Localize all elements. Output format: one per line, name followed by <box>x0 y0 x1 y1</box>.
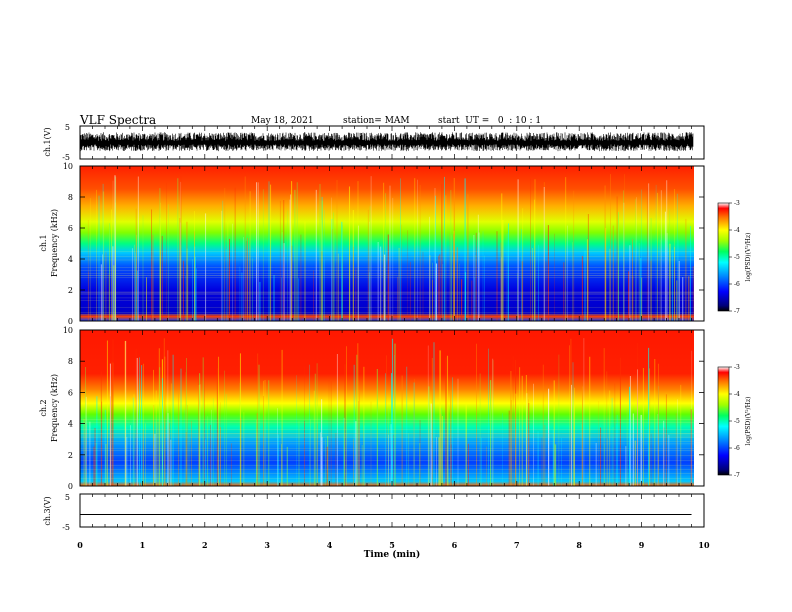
ch1-cb-tick-label: -6 <box>734 281 740 288</box>
ch2-ytick-label: 8 <box>68 357 73 366</box>
ch1-waveform-path <box>80 132 694 152</box>
ch2-ytick-label: 2 <box>68 451 73 460</box>
x-tick-label: 9 <box>639 540 645 550</box>
ch1-colorbar: -3 -4 -5 -6 -7 log(PSD)(V²/Hz) <box>717 200 752 315</box>
ch1-waveform-trace <box>80 132 694 152</box>
ch2-ytick-label: 6 <box>68 388 73 397</box>
ch1-ytick-bottom: -5 <box>62 153 70 162</box>
x-tick-label: 1 <box>140 540 146 550</box>
ch1-ytick-label: 0 <box>68 317 73 326</box>
date-label: May 18, 2021 <box>251 116 314 126</box>
ch1-spectrogram-panel: 0 2 4 6 8 10 ch.1 Frequency (kHz) <box>39 162 705 326</box>
x-tick-label: 3 <box>264 540 270 550</box>
x-tick-label: 6 <box>452 540 458 550</box>
ch1-spectrogram-streaks <box>80 166 704 321</box>
ch1-ytick-label: 4 <box>68 255 73 264</box>
ch1-cb-tick-label: -3 <box>734 200 740 207</box>
ch3-ytick-top: 5 <box>65 493 70 502</box>
ch2-colorbar: -3 -4 -5 -6 -7 log(PSD)(V²/Hz) <box>717 364 752 479</box>
ch2-spec-ylabel: Frequency (kHz) <box>50 374 59 442</box>
ch2-colorbar-label: log(PSD)(V²/Hz) <box>745 397 752 446</box>
ch1-nodata <box>694 166 704 321</box>
ch1-ytick-label: 10 <box>63 162 73 171</box>
x-tick-label: 4 <box>327 540 333 550</box>
ch2-nodata <box>694 330 704 486</box>
ch2-spectrogram-panel: 0 2 4 6 8 10 ch.2 Frequency (kHz) <box>39 326 705 491</box>
ch2-cb-tick-label: -6 <box>734 445 740 452</box>
ch1-ytick-label: 6 <box>68 224 73 233</box>
x-tick-label: 7 <box>514 540 520 550</box>
ch1-spec-ylabel: Frequency (kHz) <box>50 209 59 277</box>
ch3-ytick-bottom: -5 <box>62 523 70 532</box>
ch1-ytick-label: 8 <box>68 193 73 202</box>
ch3-waveform-ylabel: ch.3(V) <box>43 496 52 525</box>
ch3-waveform-panel: 5 -5 ch.3(V) <box>43 493 705 532</box>
ch1-colorbar-label: log(PSD)(V²/Hz) <box>745 233 752 282</box>
x-tick-labels: 0 1 2 3 4 5 6 7 8 9 10 <box>77 540 710 550</box>
ch2-spec-ylabel-top: ch.2 <box>39 399 48 416</box>
x-tick-label: 2 <box>202 540 208 550</box>
ch2-cb-tick-label: -4 <box>734 391 740 398</box>
x-axis-label: Time (min) <box>364 549 421 560</box>
ch1-waveform-panel: 5 -5 ch.1(V) <box>43 123 705 162</box>
start-time-label: start UT = 0 : 10 : 1 <box>438 116 542 126</box>
ch2-ytick-label: 4 <box>68 420 73 429</box>
ch2-spectrogram-streaks <box>80 330 704 486</box>
ch1-cb-tick-label: -5 <box>734 254 740 261</box>
x-tick-label: 10 <box>698 540 710 550</box>
ch2-cb-tick-label: -5 <box>734 418 740 425</box>
time-minor-ticks <box>79 126 705 527</box>
ch2-cb-tick-label: -3 <box>734 364 740 371</box>
ch1-cb-tick-label: -7 <box>734 308 740 315</box>
ch1-spec-ylabel-top: ch.1 <box>39 234 48 251</box>
ch2-cb-tick-label: -7 <box>734 472 740 479</box>
x-tick-label: 0 <box>77 540 83 550</box>
figure-title: VLF Spectra <box>80 113 157 127</box>
ch2-ytick-label: 10 <box>63 326 73 335</box>
ch1-waveform-ylabel: ch.1(V) <box>43 127 52 156</box>
ch1-ytick-top: 5 <box>65 123 70 132</box>
ch1-ytick-label: 2 <box>68 286 73 295</box>
x-tick-label: 8 <box>576 540 582 550</box>
x-tick-label: 5 <box>389 540 395 550</box>
ch2-ytick-label: 0 <box>68 482 73 491</box>
ch1-cb-tick-label: -4 <box>734 227 740 234</box>
station-label: station= MAM <box>343 116 410 126</box>
